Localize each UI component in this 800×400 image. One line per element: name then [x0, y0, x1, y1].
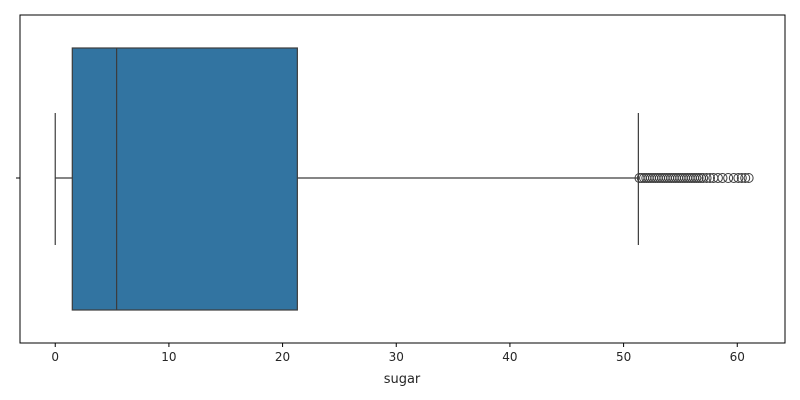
outlier-point	[704, 173, 715, 183]
outlier-point	[693, 173, 704, 183]
x-axis: 0 10 20 30 40 50 60	[16, 177, 745, 364]
x-tick-label: 50	[616, 350, 631, 364]
plot-area	[54, 47, 754, 311]
x-tick-label: 40	[502, 350, 517, 364]
outlier-point	[712, 173, 723, 183]
outlier-point	[733, 173, 744, 183]
outlier-point	[723, 173, 734, 183]
outlier-point	[736, 173, 747, 183]
outlier-point	[701, 173, 712, 183]
outlier-point	[728, 173, 739, 183]
x-tick-label: 30	[389, 350, 404, 364]
plot-frame	[19, 14, 786, 344]
outlier-point	[743, 173, 754, 183]
x-tick-label: 20	[275, 350, 290, 364]
x-tick-label: 0	[51, 350, 59, 364]
x-axis-label: sugar	[384, 372, 421, 387]
outlier-point	[717, 173, 728, 183]
iqr-box	[71, 47, 298, 311]
outlier-point	[740, 173, 751, 183]
x-tick-label: 10	[161, 350, 176, 364]
x-tick-label: 60	[730, 350, 745, 364]
outlier-point	[698, 173, 709, 183]
outlier-point	[691, 173, 702, 183]
